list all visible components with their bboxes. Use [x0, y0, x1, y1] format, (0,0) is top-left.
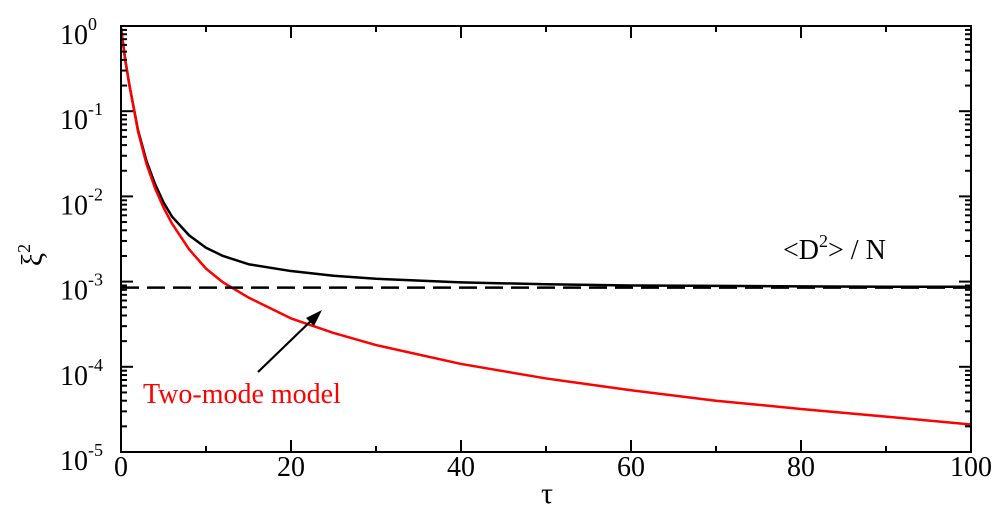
y-tick-label-exp: 0	[88, 14, 97, 34]
y-tick-label-base: 10	[60, 190, 88, 221]
two-mode-annotation: Two-mode model	[143, 379, 341, 410]
y-tick-label-base: 10	[60, 276, 88, 307]
y-tick-label-exp: -2	[88, 184, 103, 204]
y-tick-label-exp: -1	[88, 99, 103, 119]
annotation-arrow	[257, 310, 322, 373]
arrow-shaft	[257, 315, 317, 373]
x-tick-label: 80	[787, 452, 815, 483]
limit-annotation-sup: 2	[819, 231, 828, 251]
arrow-head	[306, 310, 322, 326]
x-axis-title: τ	[541, 477, 553, 509]
y-tick-label-base: 10	[60, 446, 88, 477]
y-tick-label: 100	[60, 14, 97, 51]
x-tick-label: 0	[114, 452, 128, 483]
y-tick-label: 10-5	[60, 440, 103, 477]
y-tick-label-exp: -3	[88, 270, 103, 290]
x-tick-label: 100	[950, 452, 992, 483]
x-tick-label: 40	[447, 452, 475, 483]
x-tick-label: 60	[617, 452, 645, 483]
y-tick-label-base: 10	[60, 361, 88, 392]
limit-annotation-post: > / N	[828, 235, 886, 266]
y-tick-label: 10-4	[60, 355, 103, 392]
y-tick-label-exp: -5	[88, 440, 103, 460]
y-tick-label-exp: -4	[88, 355, 103, 375]
limit-annotation: <D2> / N	[783, 231, 886, 266]
y-axis-title-sup: 2	[14, 244, 34, 253]
y-tick-label: 10-1	[60, 99, 103, 136]
y-tick-label: 10-3	[60, 270, 103, 307]
y-axis-title-base: ξ	[16, 253, 49, 266]
x-tick-label: 20	[277, 452, 305, 483]
limit-annotation-pre: <D	[783, 235, 819, 266]
y-tick-label: 10-2	[60, 184, 103, 221]
y-tick-label-base: 10	[60, 20, 88, 51]
y-tick-label-base: 10	[60, 105, 88, 136]
series-line-two-mode	[121, 27, 971, 426]
y-axis-title: ξ2	[14, 244, 49, 266]
